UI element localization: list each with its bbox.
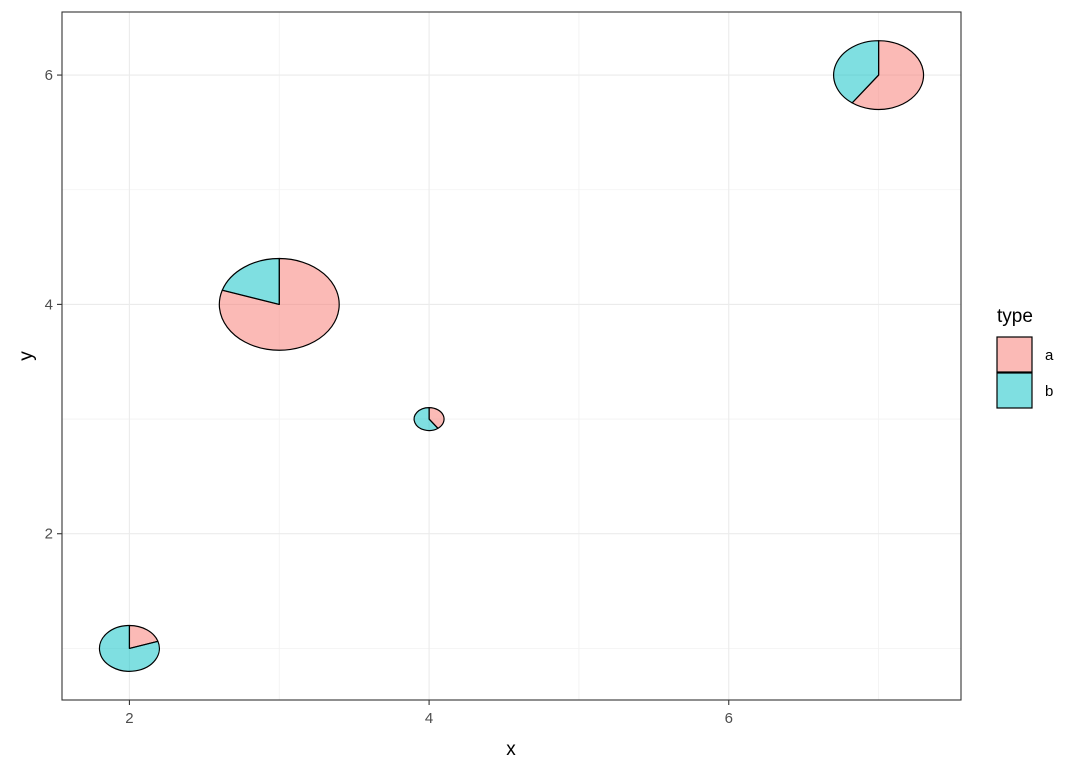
pie-marker (98, 624, 160, 672)
y-axis-title: y (16, 351, 37, 361)
x-axis-ticks: 2 4 6 (125, 700, 733, 727)
x-tick-label: 6 (725, 710, 733, 727)
plot-background (62, 12, 961, 700)
y-tick-label: 6 (45, 67, 53, 84)
legend-key-b (996, 372, 1033, 409)
pie-slice-b (221, 257, 280, 305)
pie-marker (413, 407, 445, 432)
legend: type ab (996, 306, 1054, 409)
pie-marker (833, 40, 925, 111)
y-axis-ticks: 2 4 6 (45, 67, 62, 543)
minor-gridlines (62, 12, 961, 700)
pie-slice-a (428, 407, 445, 429)
pie-slice-b (413, 407, 439, 432)
y-tick-label: 4 (45, 296, 53, 313)
legend-items: ab (996, 336, 1054, 409)
pie-slice-b (98, 624, 160, 672)
x-tick-label: 4 (425, 710, 433, 727)
x-tick-label: 2 (125, 710, 133, 727)
pie-slice-a (218, 257, 340, 351)
plot-border (61, 11, 962, 701)
legend-key-a (996, 336, 1033, 373)
pie-slice-b (833, 40, 880, 104)
legend-title: type (997, 306, 1033, 327)
x-axis-title: x (506, 739, 516, 760)
major-gridlines (62, 12, 961, 700)
legend-label-a: a (1045, 347, 1054, 364)
y-tick-label: 2 (45, 526, 53, 543)
pie-slice-a (851, 40, 925, 111)
pie-marker (218, 257, 340, 351)
pie-markers (98, 40, 925, 672)
legend-label-b: b (1045, 383, 1053, 400)
